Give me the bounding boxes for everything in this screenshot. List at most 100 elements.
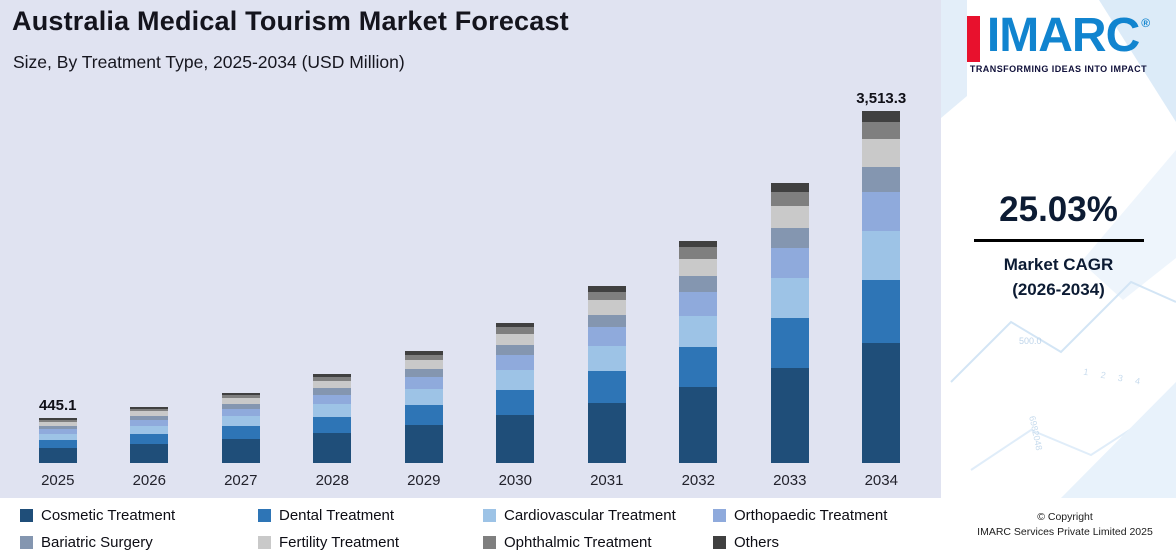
bar-segment-cosmetic-treatment [38, 447, 77, 463]
cagr-label: Market CAGR [1003, 255, 1114, 274]
bar-segment-cosmetic-treatment [404, 425, 443, 463]
bar-segment-others [221, 392, 260, 395]
legend-label-cosmetic-treatment: Cosmetic Treatment [41, 507, 176, 524]
bar-segment-cardiovascular-treatment [496, 370, 535, 390]
bar-segment-fertility-treatment [587, 300, 626, 315]
bar-column-2034: 3,513.3 2034 [836, 78, 928, 490]
bar-segment-orthopaedic-treatment [770, 247, 809, 279]
bar-segment-dental-treatment [862, 279, 901, 344]
bar-value-label-2034: 3,513.3 [856, 90, 907, 108]
bar-stack-2027 [221, 392, 260, 463]
bar-segment-others [770, 183, 809, 192]
bar-segment-dental-treatment [770, 317, 809, 368]
x-axis-label-2029: 2029 [407, 472, 441, 489]
bar-segment-bariatric-surgery [38, 425, 77, 429]
bar-column-2028: 2028 [287, 78, 379, 490]
bar-segment-bariatric-surgery [679, 276, 718, 292]
bar-column-2027: 2027 [195, 78, 287, 490]
bar-segment-orthopaedic-treatment [313, 394, 352, 405]
copyright: © Copyright IMARC Services Private Limit… [975, 510, 1155, 540]
registered-mark-icon: ® [1141, 16, 1151, 30]
bar-segment-cardiovascular-treatment [587, 346, 626, 372]
x-axis-label-2030: 2030 [498, 472, 532, 489]
bar-stack-2030 [496, 322, 535, 463]
bar-value-label-2025: 445.1 [38, 397, 77, 415]
copyright-line1: © Copyright [1037, 511, 1093, 523]
bar-stack-2031 [587, 286, 626, 463]
page-title: Australia Medical Tourism Market Forecas… [12, 6, 569, 36]
bar-segment-dental-treatment [38, 439, 77, 448]
bar-segment-ophthalmic-treatment [221, 394, 260, 399]
bar-segment-fertility-treatment [496, 333, 535, 346]
bar-segment-cosmetic-treatment [496, 415, 535, 463]
logo-red-bar-icon [966, 16, 980, 62]
legend-swatch-ophthalmic-treatment [483, 536, 496, 549]
bar-segment-orthopaedic-treatment [496, 354, 535, 371]
logo-tagline: TRANSFORMING IDEAS INTO IMPACT [969, 64, 1148, 74]
legend-swatch-cosmetic-treatment [20, 509, 33, 522]
bar-segment-orthopaedic-treatment [404, 377, 443, 390]
bar-segment-cosmetic-treatment [587, 402, 626, 463]
bar-segment-ophthalmic-treatment [496, 326, 535, 334]
decor-number: 500.0 [1019, 336, 1042, 346]
bar-segment-fertility-treatment [38, 422, 77, 426]
bar-segment-dental-treatment [496, 389, 535, 416]
bar-segment-others [862, 111, 901, 122]
cagr-underline [973, 239, 1144, 242]
x-axis-label-2032: 2032 [681, 472, 715, 489]
bar-segment-dental-treatment [221, 426, 260, 440]
bar-segment-cosmetic-treatment [221, 439, 260, 463]
legend-swatch-bariatric-surgery [20, 536, 33, 549]
x-axis-label-2028: 2028 [315, 472, 349, 489]
bar-segment-cardiovascular-treatment [862, 230, 901, 280]
logo-text: IMARC [986, 9, 1140, 62]
legend-swatch-others [713, 536, 726, 549]
bar-stack-2032 [679, 240, 718, 463]
bar-segment-others [679, 240, 718, 248]
page-subtitle: Size, By Treatment Type, 2025-2034 (USD … [13, 52, 405, 72]
bar-segment-dental-treatment [587, 371, 626, 403]
bar-column-2032: 2032 [653, 78, 745, 490]
bar-segment-fertility-treatment [679, 258, 718, 277]
chart-panel: Australia Medical Tourism Market Forecas… [0, 0, 941, 498]
bar-segment-fertility-treatment [404, 360, 443, 370]
bar-segment-bariatric-surgery [313, 388, 352, 395]
bar-segment-dental-treatment [679, 347, 718, 388]
bar-segment-cardiovascular-treatment [679, 316, 718, 348]
bar-segment-cosmetic-treatment [130, 443, 169, 463]
bar-segment-ophthalmic-treatment [404, 354, 443, 361]
bar-column-2030: 2030 [470, 78, 562, 490]
bar-segment-others [587, 286, 626, 292]
bar-segment-fertility-treatment [770, 205, 809, 229]
cagr-period: (2026-2034) [1012, 280, 1105, 299]
bar-segment-dental-treatment [130, 433, 169, 444]
bar-column-2025: 445.1 2025 [12, 78, 104, 490]
bar-segment-others [38, 418, 77, 420]
bar-segment-bariatric-surgery [130, 415, 169, 420]
bar-segment-bariatric-surgery [587, 314, 626, 327]
legend-swatch-fertility-treatment [258, 536, 271, 549]
bar-segment-ophthalmic-treatment [130, 408, 169, 412]
bar-segment-bariatric-surgery [496, 345, 535, 355]
legend-item-bariatric-surgery: Bariatric Surgery [20, 534, 258, 551]
legend-item-orthopaedic-treatment: Orthopaedic Treatment [713, 507, 887, 524]
bar-segment-orthopaedic-treatment [587, 326, 626, 347]
bar-segment-others [404, 351, 443, 355]
bar-segment-orthopaedic-treatment [38, 428, 77, 434]
imarc-logo: IMARC ® [941, 10, 1176, 62]
bar-segment-others [130, 406, 169, 409]
x-axis-label-2025: 2025 [41, 472, 75, 489]
bar-segment-cosmetic-treatment [862, 343, 901, 463]
bar-segment-ophthalmic-treatment [770, 191, 809, 206]
bar-segment-cardiovascular-treatment [404, 389, 443, 405]
bar-segment-bariatric-surgery [770, 228, 809, 248]
plot-area: 445.1 2025 2026 2027 2028 2029 2030 2031 2032 203… [12, 78, 927, 490]
bar-stack-2033 [770, 183, 809, 463]
legend-label-others: Others [734, 534, 780, 551]
legend-item-dental-treatment: Dental Treatment [258, 507, 483, 524]
bar-segment-ophthalmic-treatment [313, 376, 352, 382]
bar-segment-dental-treatment [404, 404, 443, 426]
legend-item-cardiovascular-treatment: Cardiovascular Treatment [483, 507, 713, 524]
copyright-line2: IMARC Services Private Limited 2025 [977, 526, 1153, 539]
